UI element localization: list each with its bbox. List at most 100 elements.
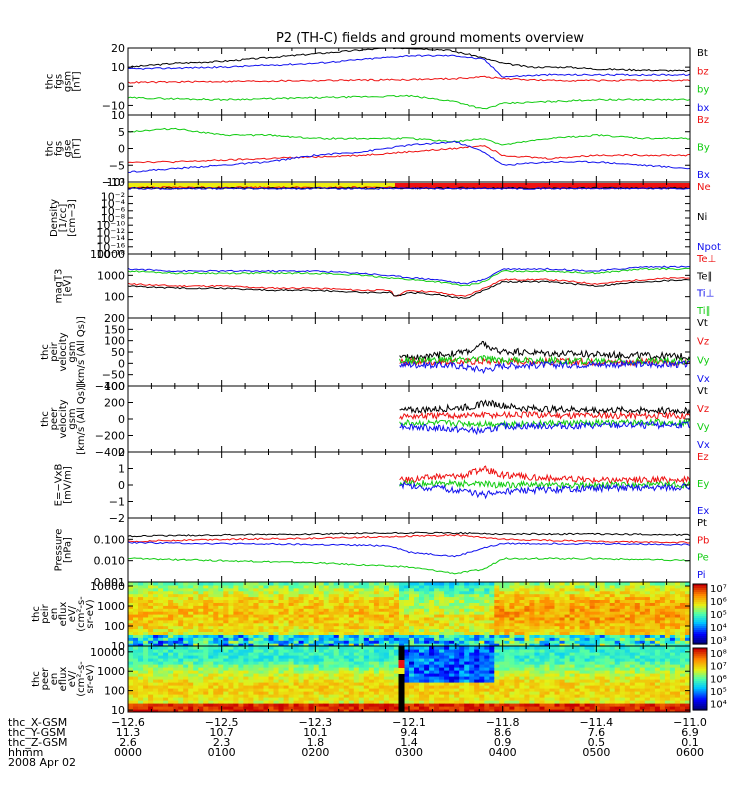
x-row-label: thc_Y-GSM [8,726,66,739]
y-tick-label: 0.010 [94,555,126,568]
legend-label-By: By [697,143,710,154]
series-line-Vz [399,410,690,421]
y-axis-label: [nT] [72,71,83,91]
series-line-Pb [128,533,690,544]
x-row-value: −11.0 [673,716,707,729]
legend-label-Bx: Bx [697,170,710,181]
y-tick-label: −2 [109,512,125,525]
series-line-Pe [128,557,690,575]
colorbar-tick-label: 10⁶ [710,597,727,608]
y-tick-label: 200 [104,397,125,410]
y-axis-label: [cm−3] [67,199,78,237]
series-line-By [128,127,690,146]
x-row-value: 9.4 [400,726,418,739]
data-gap-marker [398,660,405,668]
y-tick-label: 1000 [97,269,125,282]
y-axis-label: en [49,608,60,621]
y-axis-label: sr-eV) [85,599,96,628]
y-tick-label: 0 [118,413,125,426]
colorbar-tick-label: 10⁵ [710,687,727,698]
y-tick-label: 10⁻⁸ [101,212,126,225]
colorbar-tick-label: 10⁸ [710,649,727,660]
y-axis-label: [km/s (All Qs)] [76,383,87,455]
figure-title: P2 (TH-C) fields and ground moments over… [276,31,584,46]
x-row-value: 8.6 [494,726,512,739]
x-row-value: −11.8 [486,716,520,729]
legend-label-Vt: Vt [697,318,708,329]
panel-frame [127,47,691,116]
legend-label-Pb: Pb [697,535,709,546]
x-row-value: 1.4 [400,736,418,749]
panel-efield: Ez Ey Ex 2 1 0 −1 −2 E=−VxB[mV/m] [54,446,710,525]
panel-frame [127,517,691,583]
series-line-Te⊥ [128,277,690,297]
legend-label-Vx: Vx [697,440,710,451]
y-axis-label: [km/s (All Qs)] [76,316,87,388]
series-line-Te∥ [128,278,690,299]
legend-label-Bt: Bt [697,48,708,59]
y-axis-label: [1/cc] [58,204,69,233]
y-tick-label: 10⁻⁶ [101,205,126,218]
y-axis-label: [nT] [72,138,83,158]
spectrogram-peir-spec [128,582,690,646]
status-bar-red [394,183,690,189]
y-axis-label: [mV/m] [63,466,74,504]
y-axis-label: peir [49,341,60,361]
panel-peir-spec: 10⁷ 10⁶ 10⁵ 10⁴ 10³ 10000 1000 100 10 thcpeirenef… [31,580,727,653]
legend-label-Te∥: Te∥ [696,271,713,282]
y-tick-label: 400 [104,380,125,393]
date-label: 2008 Apr 02 [8,756,76,769]
legend-label-Ey: Ey [697,479,709,490]
x-row-value: 0100 [208,746,236,759]
y-tick-label: 0 [118,479,125,492]
x-row-value: 2.6 [119,736,137,749]
y-tick-label: 10⁻¹⁸ [96,248,125,261]
x-row-value: 1.8 [307,736,325,749]
y-axis-label: thc [40,344,51,360]
y-axis-label: peer [49,407,60,431]
y-tick-label: 100 [104,685,125,698]
y-tick-label: 10⁻¹⁰ [96,219,125,232]
y-tick-label: 10000 [90,248,125,261]
series-line-Vt [399,340,690,363]
y-axis-label: eV/ [67,670,78,687]
legend-label-Te⊥: Te⊥ [696,254,716,265]
panel-frame [127,317,691,387]
y-tick-label: 10 [111,640,125,653]
y-tick-label: 100 [104,335,125,348]
legend-label-bz: bz [697,66,709,77]
series-line-Ey [399,478,690,490]
y-tick-label: 10 [111,704,125,717]
y-axis-label: thc [45,141,56,157]
series-line-bz [128,75,690,84]
panel-density: NeNiNpot10²10⁻²10⁻⁴10⁻⁶10⁻⁸10⁻¹⁰10⁻¹²10⁻… [49,176,721,261]
y-tick-label: 2 [118,446,125,459]
series-line-Bx [128,140,690,174]
spectrogram-peer-spec [128,646,690,712]
y-axis-label: gsm [67,408,78,429]
x-row-value: 0500 [582,746,610,759]
y-axis-label: en [49,673,60,686]
x-row-value: 10.7 [209,726,234,739]
series-line-by [128,94,690,110]
x-row-value: 0000 [114,746,142,759]
series-line-Ti⊥ [128,265,690,285]
y-axis-label: Pressure [54,529,65,572]
y-axis-label: sr-eV) [85,664,96,693]
y-axis-label: velocity [58,332,69,371]
x-row-value: 0300 [395,746,423,759]
legend-label-Ne: Ne [697,182,711,193]
colorbar-tick-label: 10⁷ [710,584,727,595]
legend-label-Npot: Npot [697,242,721,253]
panel-frame [127,114,691,183]
series-line-Ti∥ [128,267,690,287]
legend-label-Ti∥: Ti∥ [696,306,711,317]
x-row-value: 0.1 [681,736,699,749]
series-line-Pt [128,531,690,538]
legend-label-bx: bx [697,103,709,114]
